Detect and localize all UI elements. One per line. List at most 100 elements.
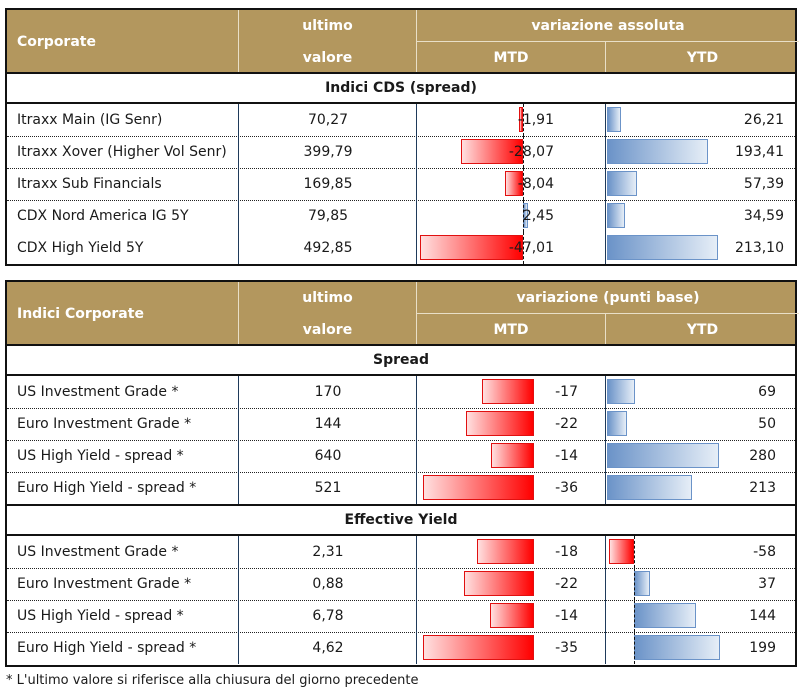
positive-data-bar bbox=[607, 379, 635, 404]
header-value-line2: valore bbox=[238, 42, 416, 74]
mtd-cell: -47,01 bbox=[416, 232, 606, 264]
table-header: Indici Corporate ultimo valore variazion… bbox=[7, 282, 795, 346]
mtd-cell-value: -28,07 bbox=[509, 136, 554, 168]
ytd-cell: 213 bbox=[605, 472, 800, 504]
mtd-cell-value: -22 bbox=[555, 568, 578, 600]
negative-data-bar bbox=[477, 539, 534, 564]
mtd-cell-value: -22 bbox=[555, 408, 578, 440]
last-value: 170 bbox=[238, 376, 417, 408]
negative-data-bar bbox=[491, 443, 534, 468]
ytd-cell: 37 bbox=[605, 568, 800, 600]
table-header: Corporate ultimo valore variazione assol… bbox=[7, 10, 795, 74]
ytd-cell-value: 50 bbox=[758, 408, 776, 440]
zero-axis bbox=[634, 600, 635, 632]
ytd-cell-value: 57,39 bbox=[744, 168, 784, 200]
ytd-cell-value: 37 bbox=[758, 568, 776, 600]
zero-axis bbox=[634, 568, 635, 600]
ytd-cell-value: -58 bbox=[753, 536, 776, 568]
ytd-cell: 280 bbox=[605, 440, 800, 472]
mtd-cell-value: -14 bbox=[555, 440, 578, 472]
last-value: 640 bbox=[238, 440, 417, 472]
section-title: Spread bbox=[7, 344, 795, 376]
positive-data-bar bbox=[607, 171, 637, 196]
last-value: 169,85 bbox=[238, 168, 417, 200]
negative-data-bar bbox=[423, 475, 534, 500]
zero-axis bbox=[634, 536, 635, 568]
table-row: Euro High Yield - spread *4,62-35199 bbox=[7, 632, 795, 664]
table-row: CDX Nord America IG 5Y79,852,4534,59 bbox=[7, 200, 795, 232]
row-label: Euro Investment Grade * bbox=[17, 408, 191, 440]
row-label: US Investment Grade * bbox=[17, 376, 178, 408]
last-value: 144 bbox=[238, 408, 417, 440]
positive-data-bar bbox=[607, 443, 719, 468]
mtd-cell-value: -14 bbox=[555, 600, 578, 632]
header-value-line1: ultimo bbox=[238, 10, 416, 42]
mtd-cell-value: -36 bbox=[555, 472, 578, 504]
ytd-cell-value: 199 bbox=[749, 632, 776, 664]
mtd-cell: -8,04 bbox=[416, 168, 606, 200]
last-value: 492,85 bbox=[238, 232, 417, 264]
ytd-cell: 50 bbox=[605, 408, 800, 440]
mtd-cell-value: -8,04 bbox=[518, 168, 554, 200]
corporate-indices-table: Indici Corporate ultimo valore variazion… bbox=[5, 280, 797, 667]
negative-data-bar bbox=[609, 539, 634, 564]
section-title: Effective Yield bbox=[7, 504, 795, 536]
header-title: Corporate bbox=[7, 10, 238, 74]
header-variation: variazione (punti base) bbox=[416, 282, 799, 314]
negative-data-bar bbox=[482, 379, 534, 404]
ytd-cell: 34,59 bbox=[605, 200, 800, 232]
ytd-cell-value: 213 bbox=[749, 472, 776, 504]
mtd-cell: -14 bbox=[416, 600, 606, 632]
last-value: 2,31 bbox=[238, 536, 417, 568]
last-value: 79,85 bbox=[238, 200, 417, 232]
ytd-cell-value: 26,21 bbox=[744, 104, 784, 136]
positive-data-bar bbox=[607, 203, 625, 228]
ytd-cell-value: 144 bbox=[749, 600, 776, 632]
mtd-cell: -17 bbox=[416, 376, 606, 408]
ytd-cell-value: 34,59 bbox=[744, 200, 784, 232]
mtd-cell: -1,91 bbox=[416, 104, 606, 136]
mtd-cell-value: -35 bbox=[555, 632, 578, 664]
row-label: Euro High Yield - spread * bbox=[17, 632, 196, 664]
ytd-cell-value: 193,41 bbox=[735, 136, 784, 168]
mtd-cell-value: 2,45 bbox=[523, 200, 554, 232]
positive-data-bar bbox=[607, 475, 692, 500]
positive-data-bar bbox=[607, 235, 718, 260]
row-label: Itraxx Xover (Higher Vol Senr) bbox=[17, 136, 227, 168]
row-label: US Investment Grade * bbox=[17, 536, 178, 568]
mtd-cell: -22 bbox=[416, 408, 606, 440]
mtd-cell-value: -47,01 bbox=[509, 232, 554, 264]
last-value: 6,78 bbox=[238, 600, 417, 632]
mtd-cell: -36 bbox=[416, 472, 606, 504]
header-mtd: MTD bbox=[416, 42, 605, 74]
table-row: US Investment Grade *170-1769 bbox=[7, 376, 795, 409]
last-value: 521 bbox=[238, 472, 417, 504]
row-label: Itraxx Sub Financials bbox=[17, 168, 162, 200]
cds-indices-table: Corporate ultimo valore variazione assol… bbox=[5, 8, 797, 266]
table-row: Euro Investment Grade *0,88-2237 bbox=[7, 568, 795, 601]
footnote: * L'ultimo valore si riferisce alla chiu… bbox=[6, 673, 419, 688]
mtd-cell: -35 bbox=[416, 632, 606, 664]
row-label: CDX High Yield 5Y bbox=[17, 232, 143, 264]
mtd-cell-value: -1,91 bbox=[518, 104, 554, 136]
row-label: US High Yield - spread * bbox=[17, 600, 184, 632]
table-row: US High Yield - spread *640-14280 bbox=[7, 440, 795, 473]
table-row: US High Yield - spread * 6,78 -14 144 bbox=[7, 600, 795, 633]
table-row: Itraxx Xover (Higher Vol Senr)399,79-28,… bbox=[7, 136, 795, 169]
positive-data-bar bbox=[607, 139, 708, 164]
positive-data-bar bbox=[634, 635, 720, 660]
row-label: Euro High Yield - spread * bbox=[17, 472, 196, 504]
mtd-cell: 2,45 bbox=[416, 200, 606, 232]
table-row: US Investment Grade *2,31-18-58 bbox=[7, 536, 795, 569]
positive-data-bar bbox=[634, 571, 650, 596]
header-mtd: MTD bbox=[416, 314, 605, 346]
mtd-cell: -22 bbox=[416, 568, 606, 600]
negative-data-bar bbox=[420, 235, 523, 260]
table-row: Itraxx Sub Financials 169,85 -8,04 57,39 bbox=[7, 168, 795, 201]
row-label: Itraxx Main (IG Senr) bbox=[17, 104, 162, 136]
positive-data-bar bbox=[634, 603, 696, 628]
negative-data-bar bbox=[490, 603, 534, 628]
last-value: 0,88 bbox=[238, 568, 417, 600]
ytd-cell: 193,41 bbox=[605, 136, 800, 168]
ytd-cell-value: 280 bbox=[749, 440, 776, 472]
